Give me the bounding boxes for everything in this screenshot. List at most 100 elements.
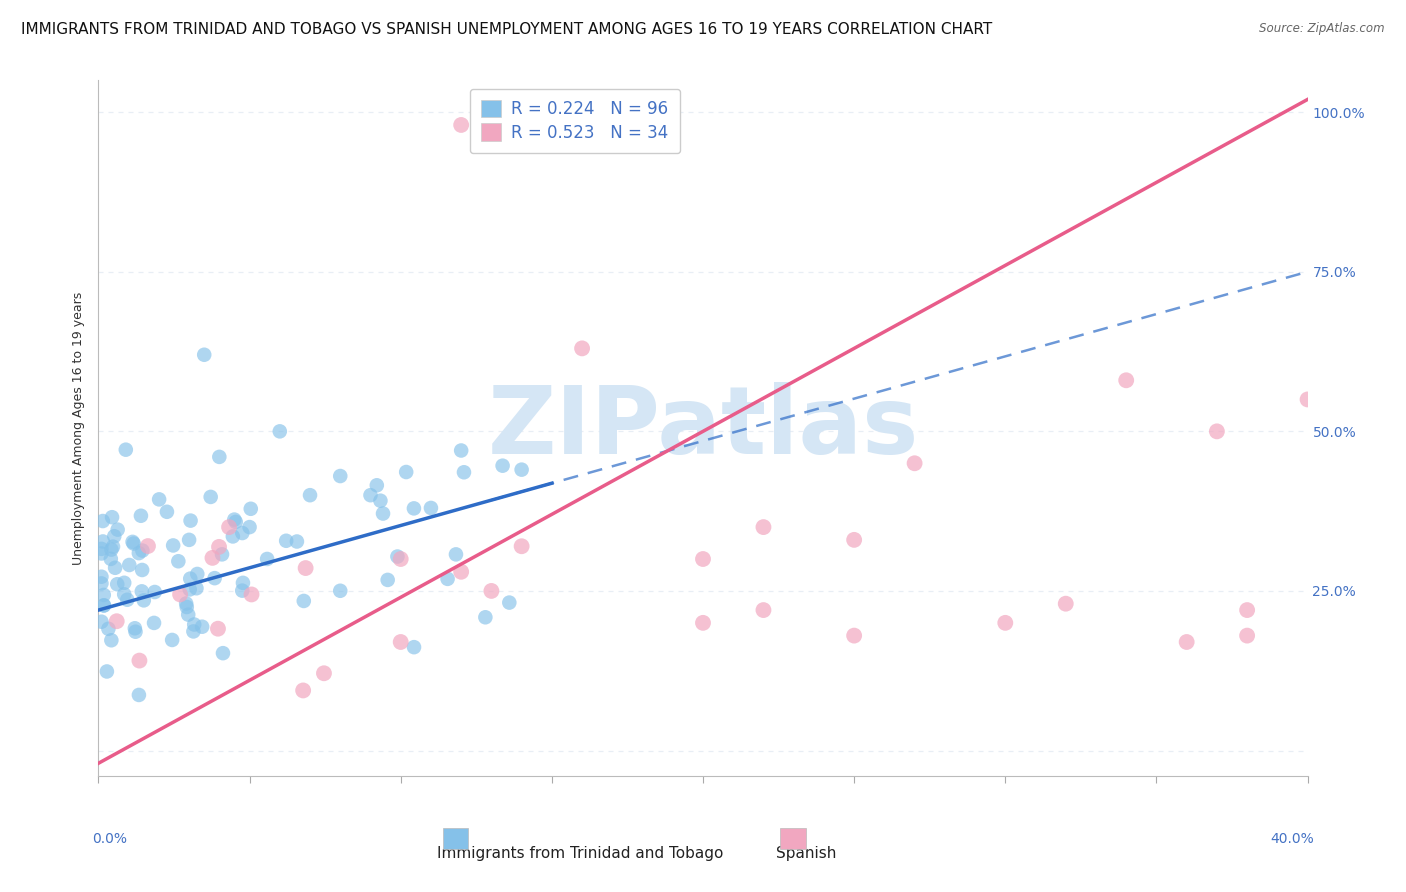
Point bbox=[752, 520, 775, 534]
Point bbox=[169, 587, 191, 601]
Point bbox=[112, 575, 135, 590]
Point bbox=[122, 536, 145, 550]
Point bbox=[1236, 629, 1258, 643]
Point bbox=[450, 118, 472, 132]
Point bbox=[420, 500, 443, 515]
Point bbox=[179, 533, 201, 547]
Point bbox=[162, 538, 184, 552]
Point bbox=[208, 450, 231, 464]
Text: ZIPatlas: ZIPatlas bbox=[488, 382, 918, 475]
Point bbox=[231, 526, 253, 541]
Point bbox=[100, 633, 122, 648]
Point bbox=[131, 563, 153, 577]
Point bbox=[292, 683, 315, 698]
Point bbox=[444, 547, 467, 561]
Point bbox=[176, 599, 198, 614]
Point bbox=[105, 577, 128, 591]
Point bbox=[294, 561, 316, 575]
Point bbox=[239, 520, 262, 534]
Point bbox=[186, 566, 208, 581]
Point bbox=[239, 501, 262, 516]
Point bbox=[256, 552, 278, 566]
Point bbox=[100, 552, 122, 566]
Point bbox=[93, 588, 115, 602]
Point bbox=[201, 550, 224, 565]
Point bbox=[167, 554, 190, 568]
Point bbox=[218, 520, 240, 534]
Point bbox=[177, 607, 200, 622]
Point bbox=[90, 615, 112, 629]
Point bbox=[211, 547, 233, 561]
Point bbox=[148, 492, 170, 507]
Point bbox=[131, 584, 153, 599]
Point bbox=[370, 493, 392, 508]
Point bbox=[1054, 597, 1077, 611]
Text: Source: ZipAtlas.com: Source: ZipAtlas.com bbox=[1260, 22, 1385, 36]
Point bbox=[193, 348, 215, 362]
Point bbox=[97, 622, 120, 636]
Point bbox=[395, 465, 418, 479]
Point bbox=[186, 581, 208, 595]
Point bbox=[90, 576, 112, 591]
Point bbox=[100, 542, 122, 557]
Point bbox=[128, 688, 150, 702]
Point bbox=[269, 425, 291, 439]
Point bbox=[276, 533, 298, 548]
Point bbox=[128, 546, 150, 560]
Point bbox=[498, 596, 520, 610]
Point bbox=[160, 632, 183, 647]
Point bbox=[101, 540, 124, 554]
Point bbox=[692, 552, 714, 566]
Point bbox=[143, 585, 166, 599]
Point bbox=[844, 533, 866, 547]
Point bbox=[114, 442, 136, 457]
Point bbox=[1206, 425, 1229, 439]
Point bbox=[191, 620, 214, 634]
Point bbox=[136, 539, 159, 553]
Point bbox=[231, 583, 253, 598]
Point bbox=[225, 515, 247, 529]
Point bbox=[128, 654, 150, 668]
Point bbox=[204, 571, 226, 585]
Text: 40.0%: 40.0% bbox=[1270, 831, 1313, 846]
Point bbox=[129, 508, 152, 523]
Point bbox=[207, 622, 229, 636]
Point bbox=[1115, 373, 1137, 387]
Point bbox=[1236, 603, 1258, 617]
Point bbox=[450, 443, 472, 458]
Text: IMMIGRANTS FROM TRINIDAD AND TOBAGO VS SPANISH UNEMPLOYMENT AMONG AGES 16 TO 19 : IMMIGRANTS FROM TRINIDAD AND TOBAGO VS S… bbox=[21, 22, 993, 37]
Point bbox=[179, 582, 201, 597]
Point bbox=[104, 561, 127, 575]
Point bbox=[96, 665, 118, 679]
Point bbox=[208, 540, 231, 554]
Point bbox=[481, 583, 503, 598]
Point bbox=[240, 587, 263, 601]
Point bbox=[312, 666, 335, 681]
Point bbox=[389, 635, 412, 649]
Point bbox=[91, 534, 114, 549]
Point bbox=[752, 603, 775, 617]
Text: 0.0%: 0.0% bbox=[93, 831, 128, 846]
Text: Immigrants from Trinidad and Tobago: Immigrants from Trinidad and Tobago bbox=[437, 846, 723, 861]
Point bbox=[510, 539, 533, 553]
Point bbox=[212, 646, 235, 660]
Point bbox=[224, 512, 246, 526]
Point bbox=[436, 572, 458, 586]
Point bbox=[131, 543, 153, 558]
Legend: R = 0.224   N = 96, R = 0.523   N = 34: R = 0.224 N = 96, R = 0.523 N = 34 bbox=[470, 88, 681, 153]
Point bbox=[474, 610, 496, 624]
Text: Spanish: Spanish bbox=[776, 846, 837, 861]
Point bbox=[93, 599, 115, 613]
Point bbox=[453, 465, 475, 479]
Point bbox=[232, 575, 254, 590]
Point bbox=[93, 599, 115, 613]
Point bbox=[200, 490, 222, 504]
Point bbox=[156, 505, 179, 519]
Point bbox=[222, 529, 245, 543]
Point bbox=[118, 558, 141, 572]
Point bbox=[377, 573, 399, 587]
Point bbox=[174, 597, 197, 611]
Point bbox=[117, 592, 139, 607]
Point bbox=[366, 478, 388, 492]
Point bbox=[180, 514, 202, 528]
